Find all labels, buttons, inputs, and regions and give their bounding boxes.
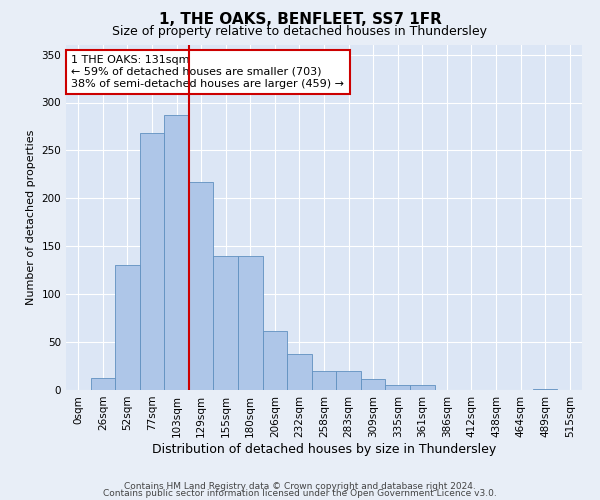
Bar bbox=[361, 378, 385, 390]
X-axis label: Distribution of detached houses by size in Thundersley: Distribution of detached houses by size … bbox=[152, 442, 496, 456]
Bar bbox=[312, 371, 336, 390]
Bar bbox=[336, 371, 361, 390]
Y-axis label: Number of detached properties: Number of detached properties bbox=[26, 130, 36, 305]
Bar bbox=[115, 266, 140, 390]
Bar bbox=[91, 378, 115, 390]
Bar bbox=[140, 133, 164, 390]
Text: Contains public sector information licensed under the Open Government Licence v3: Contains public sector information licen… bbox=[103, 489, 497, 498]
Bar bbox=[238, 256, 263, 390]
Bar bbox=[287, 354, 312, 390]
Text: Contains HM Land Registry data © Crown copyright and database right 2024.: Contains HM Land Registry data © Crown c… bbox=[124, 482, 476, 491]
Bar bbox=[410, 385, 434, 390]
Text: 1, THE OAKS, BENFLEET, SS7 1FR: 1, THE OAKS, BENFLEET, SS7 1FR bbox=[158, 12, 442, 28]
Text: Size of property relative to detached houses in Thundersley: Size of property relative to detached ho… bbox=[113, 25, 487, 38]
Bar bbox=[164, 115, 189, 390]
Bar bbox=[533, 389, 557, 390]
Bar bbox=[189, 182, 214, 390]
Bar bbox=[263, 330, 287, 390]
Bar bbox=[214, 256, 238, 390]
Text: 1 THE OAKS: 131sqm
← 59% of detached houses are smaller (703)
38% of semi-detach: 1 THE OAKS: 131sqm ← 59% of detached hou… bbox=[71, 56, 344, 88]
Bar bbox=[385, 385, 410, 390]
